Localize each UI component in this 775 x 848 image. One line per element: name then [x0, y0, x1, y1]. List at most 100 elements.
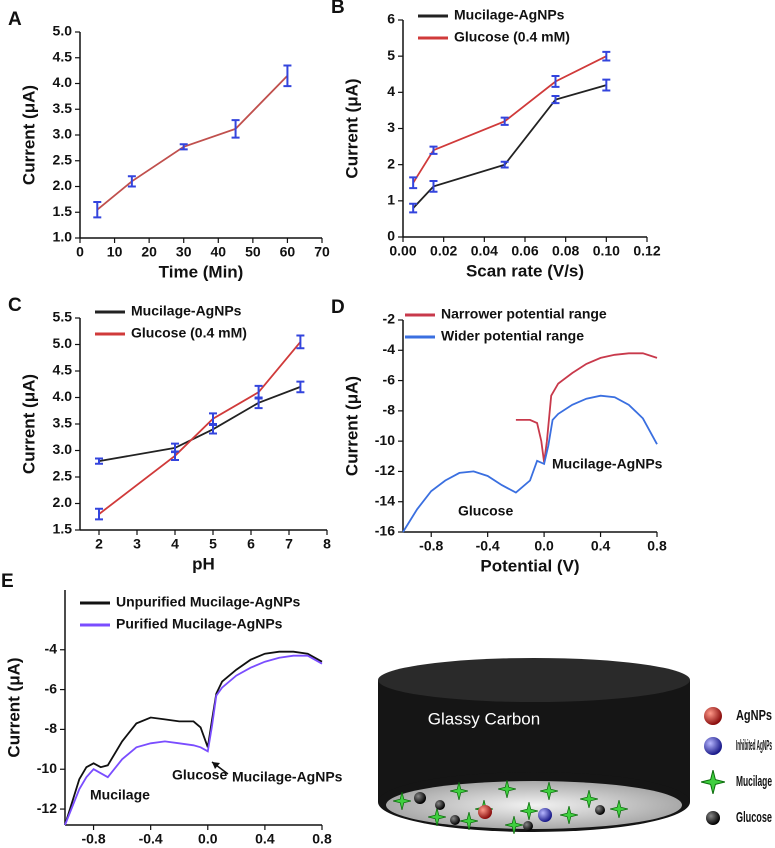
x-axis-label: Scan rate (V/s) — [466, 261, 584, 280]
x-tick-label: 0.8 — [312, 831, 332, 847]
y-tick-label: 1 — [387, 192, 395, 208]
y-tick-label: -4 — [383, 341, 396, 357]
y-tick-label: 2.5 — [53, 151, 73, 167]
x-tick-label: 0.10 — [593, 243, 620, 259]
x-axis-label: pH — [192, 554, 215, 573]
y-tick-label: 3.5 — [53, 100, 73, 116]
arrow-head — [212, 762, 220, 769]
panel-label: D — [331, 297, 345, 318]
y-tick-label: 3 — [387, 119, 395, 135]
y-axis-label: Current (μA) — [342, 78, 361, 178]
legend-label: Glucose — [736, 809, 772, 826]
y-tick-label: -6 — [383, 371, 396, 387]
data-line — [515, 352, 658, 463]
error-bar — [602, 78, 611, 92]
legend-icon — [704, 737, 722, 755]
y-tick-label: -12 — [37, 800, 57, 816]
legend-icon — [701, 770, 725, 794]
x-tick-label: 3 — [133, 536, 141, 552]
y-axis-label: Current (μA) — [19, 374, 38, 474]
x-tick-label: 0.0 — [534, 538, 554, 554]
x-tick-label: 20 — [141, 244, 157, 260]
y-tick-label: 4.0 — [53, 74, 73, 90]
legend-label: Wider potential range — [441, 328, 584, 344]
y-tick-label: 1.5 — [53, 521, 73, 537]
y-axis-label: Current (μA) — [4, 657, 23, 757]
y-tick-label: 3.5 — [53, 415, 73, 431]
error-bar — [231, 119, 240, 139]
annotation: Glucose — [172, 767, 227, 783]
diagram: Glassy Carbon AgNPs Inhibited AgNPs Muci… — [378, 658, 772, 834]
y-tick-label: -6 — [45, 680, 58, 696]
legend-label: Inhibited AgNPs — [736, 737, 772, 754]
y-tick-label: 4.5 — [53, 48, 73, 64]
x-tick-label: 0.4 — [255, 831, 275, 847]
chart: 0.00 0.02 0.04 0.06 0.08 0.10 0.12 0 1 2 3 4 5 6 B Scan… — [331, 0, 661, 280]
error-bar — [93, 200, 102, 219]
electrode-surface — [386, 781, 682, 829]
y-tick-label: 2.0 — [53, 494, 73, 510]
data-line — [98, 341, 302, 515]
data-line — [98, 386, 301, 462]
legend-label: Glucose (0.4 mM) — [454, 29, 570, 45]
chart: 2 3 4 5 6 7 8 1.5 2.0 2.5 3.0 3.5 4.0 4.5 5.0 5.5 CpH Cur… — [8, 295, 331, 573]
error-bar — [602, 50, 611, 62]
y-tick-label: 1.5 — [53, 203, 73, 219]
y-tick-label: -10 — [37, 760, 57, 776]
y-tick-label: 0 — [387, 228, 395, 244]
x-tick-label: 5 — [209, 536, 217, 552]
error-bar — [95, 457, 103, 465]
y-tick-label: 5.5 — [53, 309, 73, 325]
chart: 0 10 20 30 40 50 60 70 1.0 1.5 2.0 2.5 3.0 3.5 4.0 4.5 5… — [8, 9, 330, 281]
x-tick-label: 30 — [176, 244, 192, 260]
x-tick-label: 70 — [314, 244, 330, 260]
error-bar — [296, 334, 305, 350]
y-tick-label: -8 — [383, 402, 396, 418]
x-tick-label: 7 — [285, 536, 293, 552]
y-tick-label: -4 — [45, 640, 58, 656]
x-tick-label: 0.8 — [647, 538, 667, 554]
x-tick-label: 0.00 — [389, 243, 416, 259]
y-tick-label: -12 — [375, 462, 395, 478]
x-axis-label: Time (Min) — [159, 262, 244, 281]
data-line — [412, 55, 607, 184]
error-bar — [429, 145, 438, 155]
x-tick-label: -0.4 — [139, 831, 163, 847]
error-bar — [209, 424, 217, 435]
y-tick-label: 5.0 — [53, 23, 73, 39]
error-bar — [296, 380, 305, 394]
y-tick-label: 4 — [387, 83, 395, 99]
x-tick-label: 60 — [280, 244, 296, 260]
x-tick-label: -0.8 — [81, 831, 105, 847]
legend-label: AgNPs — [736, 707, 772, 724]
x-tick-label: 0.12 — [633, 243, 660, 259]
y-tick-label: -8 — [45, 720, 58, 736]
legend-icon — [706, 811, 720, 825]
y-tick-label: 2.5 — [53, 468, 73, 484]
x-tick-label: 6 — [247, 536, 255, 552]
panel-label: A — [8, 9, 22, 30]
x-tick-label: 0.08 — [552, 243, 579, 259]
error-bar — [95, 507, 103, 521]
panel-label: C — [8, 295, 22, 316]
error-bar — [429, 179, 438, 193]
electrode-top — [378, 658, 690, 702]
annotation: Mucilage-AgNPs — [232, 769, 343, 785]
chart: -0.8 -0.4 0.0 0.4 0.8 -16 -14 -12 -10 -8 -6 -4 -2 D Po… — [331, 297, 667, 575]
error-bar — [500, 160, 509, 169]
data-line — [96, 75, 289, 211]
y-tick-label: 2 — [387, 155, 395, 171]
y-axis-label: Current (μA) — [19, 85, 38, 185]
x-tick-label: 2 — [95, 536, 103, 552]
y-tick-label: 5 — [387, 47, 395, 63]
y-tick-label: 1.0 — [53, 229, 73, 245]
x-tick-label: 8 — [323, 536, 331, 552]
x-tick-label: 0.0 — [198, 831, 218, 847]
x-tick-label: -0.8 — [419, 538, 443, 554]
error-bar — [551, 75, 560, 88]
x-tick-label: 0.4 — [591, 538, 611, 554]
error-bar — [409, 202, 418, 214]
y-tick-label: 6 — [387, 11, 395, 27]
y-tick-label: -2 — [383, 311, 396, 327]
